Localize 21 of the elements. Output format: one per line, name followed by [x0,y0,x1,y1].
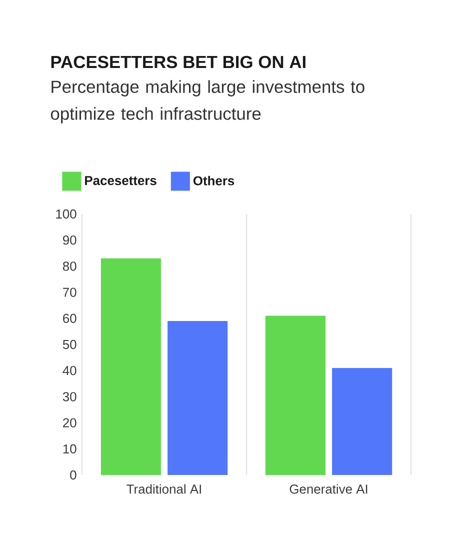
bar [265,316,326,475]
y-tick-label: 90 [63,236,76,245]
y-tick-label: 70 [63,288,76,297]
legend-label: Pacesetters [85,176,156,186]
x-tick-label: Generative AI [290,484,368,494]
y-tick-label: 80 [62,262,76,271]
chart-subtitle: Percentage making large investments to optimize tech infrastructure [50,80,364,124]
y-tick-label: 60 [63,314,76,323]
x-tick-label: Traditional AI [126,484,201,494]
chart-title: PACESETTERS BET BIG ON AI [51,56,306,68]
y-tick-label: 10 [63,444,76,454]
y-tick-label: 50 [62,340,76,350]
legend-label: Others [193,176,234,186]
bar [168,321,228,475]
bar [100,258,161,475]
bar [332,368,392,475]
y-tick-label: 100 [56,209,76,219]
y-tick-label: 20 [63,418,76,428]
y-tick-label: 40 [62,366,76,376]
y-tick-label: 0 [70,470,76,480]
y-tick-label: 30 [62,392,76,402]
